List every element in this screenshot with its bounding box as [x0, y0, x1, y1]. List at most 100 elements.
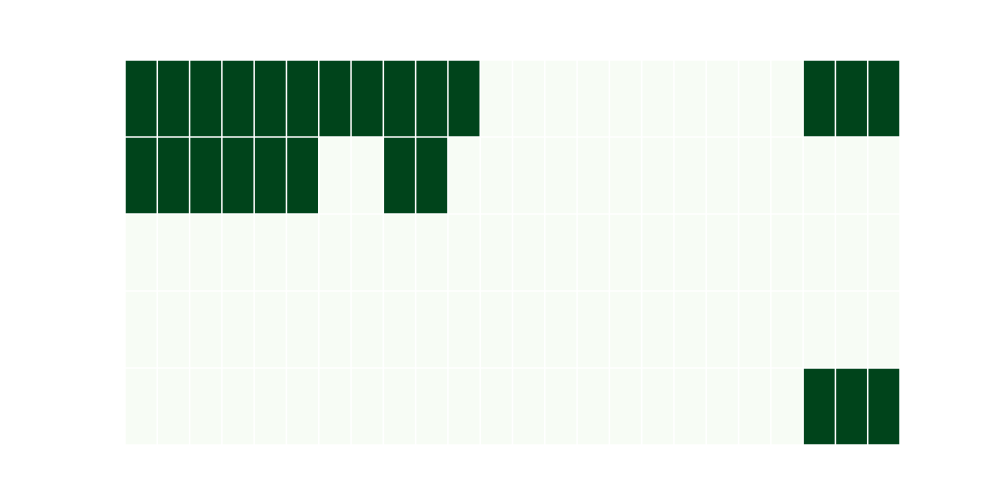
- heatmap-cell-r3-c6: [319, 291, 351, 368]
- heatmap-cell-r4-c13: [545, 368, 577, 445]
- heatmap-cell-r0-c15: [610, 60, 641, 137]
- heatmap-cell-r1-c11: [480, 137, 512, 214]
- heatmap-cell-r0-c2: [190, 60, 222, 137]
- heatmap-cell-r1-c0: [125, 137, 157, 214]
- heatmap-cell-r2-c1: [158, 214, 189, 291]
- heatmap-cell-r0-c20: [771, 60, 803, 137]
- heatmap-cell-r2-c12: [513, 214, 545, 291]
- heatmap-cell-r1-c23: [868, 137, 900, 214]
- heatmap-cell-r3-c3: [222, 291, 254, 368]
- heatmap-cell-r3-c12: [513, 291, 545, 368]
- heatmap-cell-r0-c0: [125, 60, 157, 137]
- heatmap-cell-r1-c7: [351, 137, 383, 214]
- heatmap-cell-r4-c17: [674, 368, 706, 445]
- heatmap-cell-r4-c2: [190, 368, 222, 445]
- heatmap-cell-r0-c7: [351, 60, 383, 137]
- heatmap-cell-r2-c17: [674, 214, 706, 291]
- heatmap-cell-r4-c3: [222, 368, 254, 445]
- heatmap-cell-r2-c2: [190, 214, 222, 291]
- heatmap-cell-r2-c10: [448, 214, 480, 291]
- heatmap-cell-r0-c22: [836, 60, 867, 137]
- heatmap-cell-r1-c10: [448, 137, 480, 214]
- heatmap-cell-r0-c23: [868, 60, 900, 137]
- heatmap-cell-r2-c9: [416, 214, 448, 291]
- heatmap-cell-r4-c18: [707, 368, 738, 445]
- heatmap-cell-r1-c4: [254, 137, 286, 214]
- heatmap-cell-r0-c6: [319, 60, 351, 137]
- heatmap-cell-r0-c12: [513, 60, 545, 137]
- heatmap-cell-r3-c5: [287, 291, 318, 368]
- heatmap-cell-r4-c4: [254, 368, 286, 445]
- heatmap-cell-r0-c17: [674, 60, 706, 137]
- heatmap-cells: [125, 60, 900, 445]
- heatmap-cell-r1-c12: [513, 137, 545, 214]
- heatmap-cell-r0-c13: [545, 60, 577, 137]
- heatmap-cell-r2-c11: [480, 214, 512, 291]
- heatmap-cell-r1-c22: [836, 137, 867, 214]
- heatmap-cell-r0-c18: [707, 60, 738, 137]
- heatmap-cell-r2-c21: [803, 214, 835, 291]
- heatmap-cell-r4-c15: [610, 368, 641, 445]
- heatmap-cell-r3-c0: [125, 291, 157, 368]
- heatmap-cell-r3-c14: [577, 291, 609, 368]
- heatmap-cell-r2-c15: [610, 214, 641, 291]
- heatmap-cell-r3-c13: [545, 291, 577, 368]
- heatmap-cell-r0-c21: [803, 60, 835, 137]
- heatmap-cell-r3-c7: [351, 291, 383, 368]
- heatmap-cell-r0-c8: [384, 60, 415, 137]
- heatmap-cell-r4-c12: [513, 368, 545, 445]
- heatmap-cell-r0-c3: [222, 60, 254, 137]
- heatmap-cell-r2-c4: [254, 214, 286, 291]
- heatmap-cell-r4-c16: [642, 368, 674, 445]
- heatmap-cell-r3-c1: [158, 291, 189, 368]
- heatmap-cell-r1-c17: [674, 137, 706, 214]
- heatmap-cell-r4-c22: [836, 368, 867, 445]
- heatmap-cell-r4-c23: [868, 368, 900, 445]
- heatmap-cell-r2-c7: [351, 214, 383, 291]
- heatmap-cell-r1-c5: [287, 137, 318, 214]
- heatmap-cell-r4-c20: [771, 368, 803, 445]
- heatmap-cell-r2-c8: [384, 214, 415, 291]
- heatmap-cell-r1-c15: [610, 137, 641, 214]
- heatmap-cell-r0-c14: [577, 60, 609, 137]
- heatmap-cell-r3-c21: [803, 291, 835, 368]
- heatmap-cell-r1-c19: [739, 137, 771, 214]
- heatmap-cell-r2-c14: [577, 214, 609, 291]
- heatmap-cell-r2-c18: [707, 214, 738, 291]
- heatmap-cell-r3-c17: [674, 291, 706, 368]
- heatmap-cell-r2-c5: [287, 214, 318, 291]
- heatmap-cell-r1-c21: [803, 137, 835, 214]
- heatmap-cell-r0-c4: [254, 60, 286, 137]
- heatmap-cell-r4-c21: [803, 368, 835, 445]
- heatmap-cell-r4-c6: [319, 368, 351, 445]
- heatmap-cell-r0-c16: [642, 60, 674, 137]
- heatmap-cell-r3-c9: [416, 291, 448, 368]
- heatmap-cell-r3-c15: [610, 291, 641, 368]
- heatmap-cell-r1-c18: [707, 137, 738, 214]
- heatmap-cell-r1-c13: [545, 137, 577, 214]
- heatmap-cell-r2-c16: [642, 214, 674, 291]
- heatmap-cell-r2-c0: [125, 214, 157, 291]
- heatmap-cell-r3-c16: [642, 291, 674, 368]
- heatmap-cell-r3-c20: [771, 291, 803, 368]
- heatmap-cell-r1-c6: [319, 137, 351, 214]
- heatmap-cell-r4-c1: [158, 368, 189, 445]
- heatmap-cell-r3-c4: [254, 291, 286, 368]
- heatmap-cell-r3-c8: [384, 291, 415, 368]
- heatmap-cell-r4-c0: [125, 368, 157, 445]
- heatmap-cell-r0-c11: [480, 60, 512, 137]
- heatmap-cell-r3-c10: [448, 291, 480, 368]
- heatmap-cell-r4-c5: [287, 368, 318, 445]
- heatmap-cell-r3-c22: [836, 291, 867, 368]
- heatmap-cell-r2-c13: [545, 214, 577, 291]
- heatmap-cell-r1-c9: [416, 137, 448, 214]
- heatmap-cell-r3-c2: [190, 291, 222, 368]
- heatmap-cell-r1-c20: [771, 137, 803, 214]
- heatmap-cell-r4-c10: [448, 368, 480, 445]
- heatmap-cell-r2-c22: [836, 214, 867, 291]
- heatmap-cell-r1-c3: [222, 137, 254, 214]
- heatmap-cell-r0-c9: [416, 60, 448, 137]
- heatmap-cell-r1-c8: [384, 137, 415, 214]
- heatmap-cell-r1-c14: [577, 137, 609, 214]
- heatmap-cell-r3-c11: [480, 291, 512, 368]
